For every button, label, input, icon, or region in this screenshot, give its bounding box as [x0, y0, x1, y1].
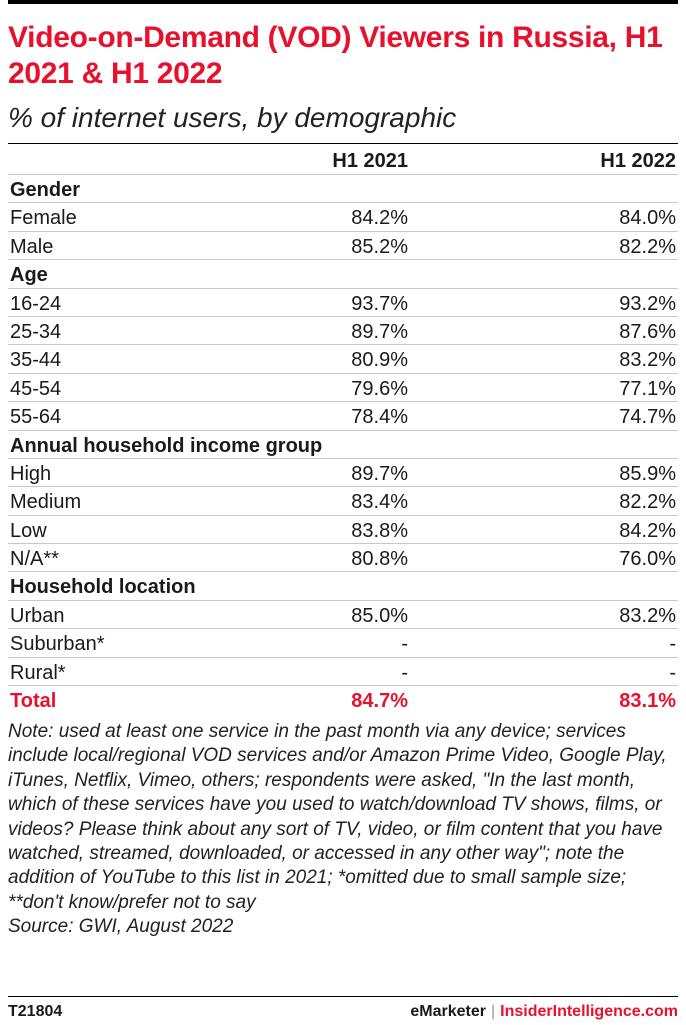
value-h1-2022: 82.2% [619, 491, 676, 514]
column-header-h1-2021: H1 2021 [332, 150, 408, 172]
row-label: 25-34 [10, 320, 62, 343]
value-h1-2022: 77.1% [619, 377, 676, 400]
value-h1-2021: 80.8% [351, 548, 408, 571]
value-h1-2021: 80.9% [351, 349, 408, 372]
table-row: 16-24 93.7% 93.2% [8, 289, 678, 317]
chart-title: Video-on-Demand (VOD) Viewers in Russia,… [8, 21, 663, 90]
section-row: Household location [8, 572, 678, 601]
row-label: Medium [10, 491, 82, 514]
table-row: 45-54 79.6% 77.1% [8, 374, 678, 403]
value-h1-2022: 84.2% [619, 519, 676, 542]
row-label: Low [10, 519, 47, 542]
value-h1-2022: 83.2% [619, 349, 676, 372]
chart-subtitle: % of internet users, by demographic [8, 102, 457, 133]
table-row: Urban 85.0% 83.2% [8, 601, 678, 630]
table-row: Rural* - - [8, 658, 678, 687]
section-label: Household location [10, 576, 196, 599]
brand-insider-intelligence: InsiderIntelligence.com [500, 1003, 678, 1020]
value-h1-2022: 85.9% [619, 462, 676, 485]
row-label: 35-44 [10, 349, 62, 372]
value-h1-2021: 85.0% [351, 604, 408, 627]
footer-brands: eMarketer | InsiderIntelligence.com [410, 1003, 678, 1021]
value-h1-2021: 79.6% [351, 377, 408, 400]
value-h1-2022: 82.2% [619, 235, 676, 258]
table-row: Female 84.2% 84.0% [8, 203, 678, 232]
table-row: 25-34 89.7% 87.6% [8, 317, 678, 346]
footer: T21804 eMarketer | InsiderIntelligence.com [8, 996, 678, 1025]
value-h1-2021: 93.7% [351, 292, 408, 315]
row-label: Rural* [10, 661, 66, 684]
table-row: 55-64 78.4% 74.7% [8, 402, 678, 431]
value-h1-2021: 89.7% [351, 462, 408, 485]
value-h1-2021: 83.4% [351, 491, 408, 514]
data-table: H1 2021 H1 2022 Gender Female 84.2% 84.0% Ma… [8, 143, 678, 714]
table-row: N/A** 80.8% 76.0% [8, 544, 678, 573]
section-row: Age [8, 260, 678, 289]
column-header-h1-2022: H1 2022 [600, 150, 676, 172]
chart-id: T21804 [8, 1003, 63, 1020]
value-h1-2021: 78.4% [351, 406, 408, 429]
brand-emarketer: eMarketer [410, 1003, 487, 1020]
value-h1-2022: - [669, 633, 676, 656]
table-row: 35-44 80.9% 83.2% [8, 345, 678, 374]
table-row: Suburban* - - [8, 629, 678, 658]
row-label: Suburban* [10, 633, 105, 656]
row-label: 55-64 [10, 406, 62, 429]
section-label: Annual household income group [10, 434, 323, 457]
total-h1-2022: 83.1% [619, 690, 676, 713]
table-row: Medium 83.4% 82.2% [8, 487, 678, 516]
row-label: 45-54 [10, 377, 62, 400]
table-row: Male 85.2% 82.2% [8, 232, 678, 261]
section-label: Age [10, 264, 48, 287]
value-h1-2022: 84.0% [619, 207, 676, 230]
row-label: Female [10, 207, 77, 230]
value-h1-2021: 85.2% [351, 235, 408, 258]
section-row: Annual household income group [8, 431, 678, 459]
section-label: Gender [10, 179, 81, 201]
brand-separator: | [491, 1003, 496, 1020]
value-h1-2022: 87.6% [619, 320, 676, 343]
section-row: Gender [8, 175, 678, 204]
value-h1-2021: - [401, 661, 408, 684]
row-label: N/A** [10, 548, 59, 571]
value-h1-2022: 93.2% [619, 292, 676, 315]
value-h1-2022: 83.2% [619, 604, 676, 627]
row-label: Male [10, 235, 54, 258]
table-row: High 89.7% 85.9% [8, 459, 678, 488]
top-rule [8, 0, 678, 4]
value-h1-2021: 83.8% [351, 519, 408, 542]
value-h1-2022: - [669, 661, 676, 684]
note-text: Note: used at least one service in the p… [8, 721, 667, 913]
value-h1-2022: 74.7% [619, 406, 676, 429]
row-label: 16-24 [10, 292, 62, 315]
total-label: Total [10, 690, 57, 713]
chart-note: Note: used at least one service in the p… [8, 720, 680, 940]
value-h1-2021: 89.7% [351, 320, 408, 343]
row-label: Urban [10, 604, 65, 627]
total-row: Total 84.7% 83.1% [8, 686, 678, 714]
source-text: Source: GWI, August 2022 [8, 916, 234, 938]
value-h1-2021: - [401, 633, 408, 656]
value-h1-2022: 76.0% [619, 548, 676, 571]
total-h1-2021: 84.7% [351, 690, 408, 713]
value-h1-2021: 84.2% [351, 207, 408, 230]
row-label: High [10, 462, 52, 485]
table-row: Low 83.8% 84.2% [8, 516, 678, 545]
table-header-row: H1 2021 H1 2022 [8, 143, 678, 175]
